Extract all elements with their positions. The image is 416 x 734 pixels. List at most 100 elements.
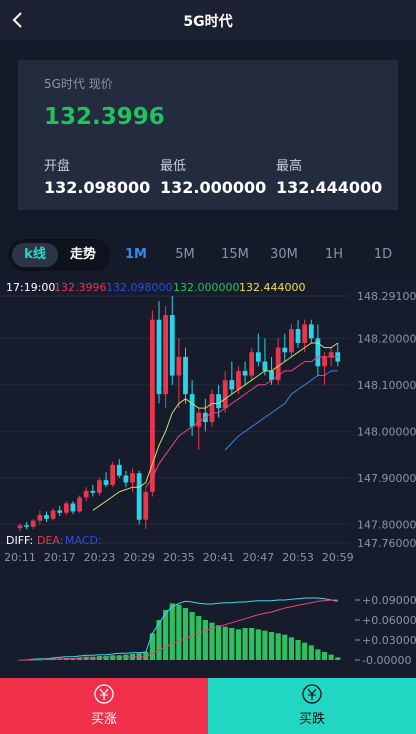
candle-body: [90, 490, 96, 493]
candle-body: [176, 356, 182, 376]
macd-bar: [328, 654, 334, 660]
indicator-line: [20, 597, 338, 661]
mode-toggle: k线 走势: [8, 239, 110, 271]
candle-body: [295, 329, 301, 343]
y-tick-label: 147.76000: [357, 537, 416, 550]
period-tab[interactable]: 15M: [221, 247, 249, 262]
macd-bar: [196, 616, 202, 660]
macd-bar: [235, 629, 242, 660]
quote-card: 5G时代 现价 132.3996 开盘 132.098000 最低 132.0000…: [18, 60, 398, 210]
candle-body: [150, 319, 155, 492]
candle-body: [262, 361, 268, 371]
y-tick-label: 148.20000: [357, 332, 416, 345]
indicator-line: [224, 370, 338, 451]
stat-value: 132.444000: [276, 178, 383, 197]
candle-body: [83, 490, 89, 498]
x-tick-label: 20:17: [44, 551, 76, 564]
candle-body: [249, 352, 255, 376]
info-value: 132.098000: [106, 281, 172, 294]
candle-body: [289, 329, 294, 353]
mode-tab[interactable]: 走势: [69, 247, 96, 262]
macd-bar: [295, 640, 301, 660]
candle-body: [103, 480, 109, 485]
x-tick-label: 20:53: [282, 551, 314, 564]
candle-body: [143, 491, 149, 520]
y-tick-label: +0.03000: [362, 634, 416, 647]
candle-body: [196, 412, 202, 427]
candle-body: [189, 394, 195, 427]
candle-body: [24, 525, 30, 527]
quote-label: 5G时代 现价: [44, 77, 113, 91]
candle-body: [242, 370, 248, 376]
mode-tab[interactable]: k线: [12, 243, 58, 267]
header: 5G时代: [0, 0, 416, 40]
buy-up-button[interactable]: 买涨: [0, 678, 208, 734]
icon: [94, 684, 114, 704]
period-tab[interactable]: 1D: [373, 247, 393, 262]
macd-bar: [209, 622, 215, 660]
macd-bar: [288, 637, 295, 660]
candle-body: [44, 515, 49, 519]
page-title: 5G时代: [183, 14, 233, 30]
macd-bar: [275, 633, 281, 660]
y-tick-label: +0.09000: [362, 594, 416, 607]
macd-bar: [169, 603, 175, 660]
macd-bar: [335, 657, 341, 660]
y-tick-label: 147.90000: [357, 472, 416, 485]
candle-body: [97, 480, 102, 493]
x-tick-label: 20:35: [163, 551, 195, 564]
candle-body: [216, 394, 221, 409]
candle-body: [156, 319, 162, 395]
macd-bar: [242, 628, 248, 660]
legend-label: MACD:: [65, 534, 102, 547]
stat: 开盘 132.098000: [44, 155, 150, 197]
macd-bar: [143, 652, 149, 660]
macd-bar: [302, 642, 308, 660]
period-tab[interactable]: 30M: [270, 247, 298, 262]
stat: 最低 132.000000: [160, 155, 266, 197]
period-tab[interactable]: 1M: [125, 247, 147, 262]
candle-body: [282, 347, 288, 353]
candle-body: [130, 473, 135, 483]
kline-chart: 148.29100 148.20000 148.10000 148.00000 147.…: [0, 278, 416, 678]
macd-bar: [216, 625, 222, 660]
indicator-line: [20, 599, 338, 661]
candle-body: [229, 380, 235, 390]
x-tick-label: 20:59: [322, 551, 354, 564]
period-tab[interactable]: 1H: [324, 247, 344, 262]
macd-bar: [222, 626, 228, 660]
current-price: 132.3996: [44, 104, 165, 130]
stat-value: 132.098000: [44, 178, 151, 197]
candle-body: [123, 475, 129, 483]
candle-body: [255, 352, 261, 362]
x-tick-label: 20:47: [242, 551, 274, 564]
macd-bar: [268, 632, 275, 660]
period-tab[interactable]: 5M: [175, 247, 195, 262]
y-tick-label: 147.80000: [357, 518, 416, 531]
back-button[interactable]: [8, 10, 28, 30]
macd-bar: [163, 610, 169, 660]
y-tick-label: 148.29100: [357, 290, 416, 303]
candle-body: [37, 515, 43, 521]
candle-body: [236, 370, 241, 390]
y-tick-label: -0.00000: [362, 654, 411, 667]
macd-bar: [37, 660, 43, 661]
stat-value: 132.000000: [160, 178, 267, 197]
candle-body: [136, 473, 142, 520]
macd-bar: [176, 604, 182, 660]
candle-body: [275, 347, 281, 381]
buy-down-button[interactable]: 买跌: [208, 678, 416, 734]
button-label: 买跌: [298, 712, 325, 727]
candle-body: [77, 497, 82, 512]
stat-label: 开盘: [44, 159, 71, 174]
candle-body: [17, 525, 23, 529]
x-tick-label: 20:41: [203, 551, 235, 564]
stat-label: 最低: [160, 159, 187, 174]
candle-body: [63, 503, 69, 513]
y-tick-label: 148.10000: [357, 379, 416, 392]
candle-body: [269, 370, 274, 381]
candle-body: [209, 394, 215, 423]
macd-bar: [182, 608, 189, 660]
macd-bar: [149, 633, 155, 660]
